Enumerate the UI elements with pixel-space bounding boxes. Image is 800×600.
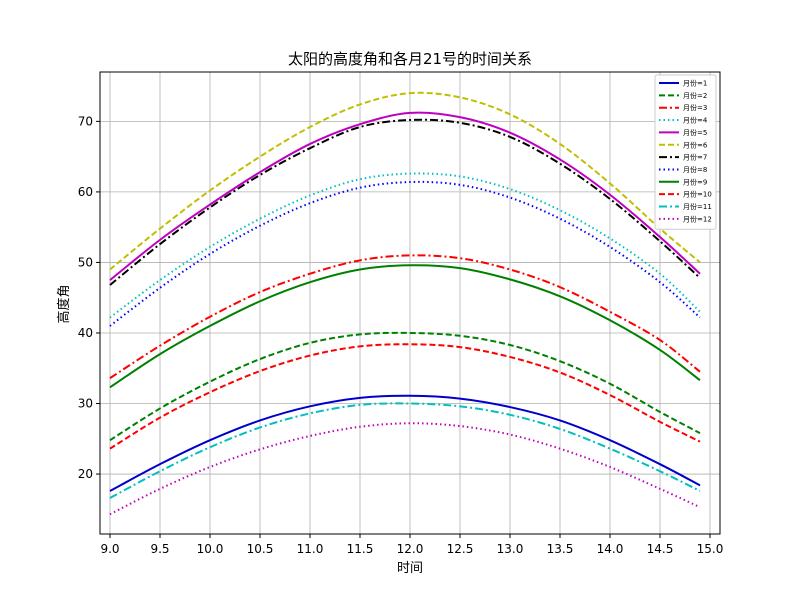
y-axis-title: 高度角 xyxy=(56,284,72,323)
x-tick-label: 13.5 xyxy=(547,542,574,556)
series-line-6 xyxy=(109,91,701,271)
legend-label: 月份=6 xyxy=(683,140,708,149)
legend-label: 月份=7 xyxy=(683,153,707,162)
legend-label: 月份=10 xyxy=(683,190,712,199)
y-axis-ticks: 20 30 40 50 60 70 xyxy=(78,114,100,481)
x-tick-label: 15.0 xyxy=(697,542,724,556)
x-tick-label: 13.0 xyxy=(497,542,524,556)
series-line-1 xyxy=(109,394,701,492)
x-tick-label: 11.0 xyxy=(297,542,324,556)
legend-label: 月份=4 xyxy=(683,116,708,125)
x-tick-label: 10.5 xyxy=(247,542,274,556)
y-tick-label: 70 xyxy=(78,114,93,128)
y-tick-label: 30 xyxy=(78,397,93,411)
x-tick-label: 9.0 xyxy=(100,542,119,556)
series-lines xyxy=(109,91,701,516)
legend: 月份=1 月份=2 月份=3 月份=4 月份=5 月份=6 月份=7 月份=8 月份=9 月份=1… xyxy=(654,74,717,230)
x-tick-label: 12.5 xyxy=(447,542,474,556)
y-tick-label: 50 xyxy=(78,255,93,269)
legend-label: 月份=3 xyxy=(683,103,707,112)
series-line-12 xyxy=(109,422,701,516)
x-tick-label: 14.0 xyxy=(597,542,624,556)
series-line-5 xyxy=(109,111,701,281)
y-tick-label: 20 xyxy=(78,467,93,481)
chart-title: 太阳的高度角和各月21号的时间关系 xyxy=(288,50,532,68)
legend-label: 月份=8 xyxy=(683,165,707,174)
legend-label: 月份=9 xyxy=(683,177,707,186)
grid xyxy=(100,72,720,534)
legend-label: 月份=5 xyxy=(683,128,707,137)
legend-label: 月份=2 xyxy=(683,91,707,100)
y-tick-label: 40 xyxy=(78,326,93,340)
x-tick-label: 10.0 xyxy=(197,542,224,556)
legend-label: 月份=1 xyxy=(683,79,707,88)
legend-box xyxy=(654,74,717,230)
x-tick-label: 11.5 xyxy=(347,542,374,556)
x-axis-title: 时间 xyxy=(397,561,423,576)
x-axis-ticks: 9.0 9.5 10.0 10.5 11.0 11.5 12.0 12.5 13.0 13.5 14… xyxy=(100,534,723,556)
series-line-7 xyxy=(109,118,701,286)
series-line-2 xyxy=(109,331,701,442)
x-tick-label: 12.0 xyxy=(397,542,424,556)
legend-label: 月份=11 xyxy=(683,202,712,211)
series-line-9 xyxy=(109,264,701,389)
y-tick-label: 60 xyxy=(78,185,93,199)
legend-label: 月份=12 xyxy=(683,214,712,223)
series-line-8 xyxy=(109,180,701,327)
series-line-3 xyxy=(109,254,701,379)
series-line-11 xyxy=(109,402,701,499)
series-line-4 xyxy=(109,172,701,319)
x-tick-label: 9.5 xyxy=(150,542,169,556)
x-tick-label: 14.5 xyxy=(647,542,674,556)
